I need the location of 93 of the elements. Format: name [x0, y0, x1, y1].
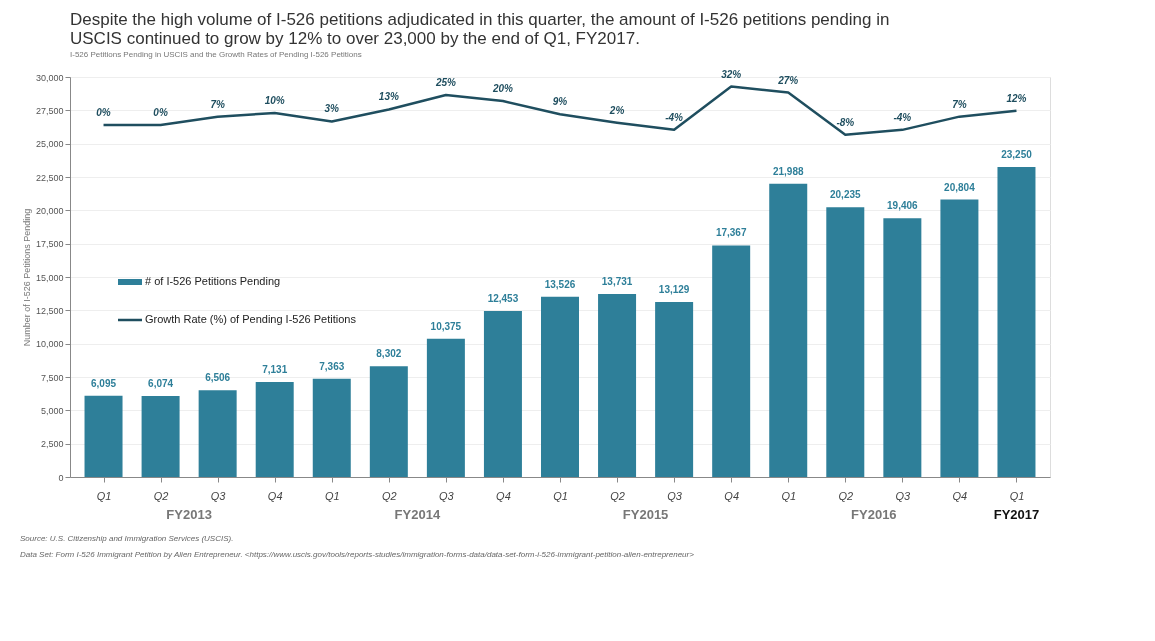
bar — [940, 199, 979, 477]
data-label: 32% — [721, 68, 742, 80]
bar — [426, 338, 465, 477]
data-label: 13,129 — [658, 283, 690, 295]
bar — [712, 245, 751, 477]
data-label: 10% — [264, 95, 285, 107]
data-label: 6,095 — [91, 377, 117, 389]
y-tick-label: 27,500 — [35, 105, 64, 116]
legend-label: Growth Rate (%) of Pending I-526 Petitions — [145, 313, 357, 325]
data-label: 13% — [378, 91, 399, 103]
x-tick-label: Q2 — [381, 489, 397, 502]
text: Data Set: Form I-526 Immigrant Petition by Alien Entrepreneur. <https://www.uscis.gov/tools/reports-studies/immigration-forms-data/data-set-form-i-526-immigrant-petition-alien-entrepreneur> — [20, 550, 695, 559]
x-tick-label: Q3 — [439, 489, 455, 502]
data-label: 0% — [96, 107, 111, 119]
bar — [541, 296, 579, 477]
x-tick-label: Q4 — [267, 489, 283, 502]
data-label: 7,363 — [319, 360, 345, 372]
y-tick-label: 30,000 — [35, 72, 64, 83]
data-label: 20,804 — [944, 181, 976, 193]
data-label: 8,302 — [376, 348, 402, 360]
bar — [369, 366, 408, 477]
bar — [883, 218, 922, 477]
data-label: -8% — [836, 116, 855, 128]
y-tick-label: 12,500 — [35, 305, 64, 316]
x-tick-label: Q1 — [781, 489, 797, 502]
y-tick-label: 2,500 — [40, 439, 64, 450]
text: FY2015 — [622, 507, 669, 522]
data-label: -4% — [665, 111, 684, 123]
x-tick-label: Q3 — [895, 489, 912, 502]
y-axis-title: Number of I-526 Petitions Pending — [21, 208, 32, 347]
bar — [997, 167, 1036, 477]
x-tick-label: Q1 — [1009, 489, 1025, 502]
bar — [655, 301, 694, 477]
data-label: 19,406 — [887, 200, 919, 212]
data-label: 21,988 — [772, 165, 804, 177]
y-tick-label: 0 — [58, 472, 64, 483]
data-label: 17,367 — [715, 227, 747, 239]
chart-subtitle: I-526 Petitions Pending in USCIS and the Growth Rates of Pending I-526 Petitions — [70, 49, 362, 59]
legend-label: # of I-526 Petitions Pending — [145, 275, 281, 287]
x-tick-label: Q1 — [324, 489, 340, 502]
bar — [84, 395, 123, 477]
data-label: 13,526 — [544, 278, 576, 290]
data-label: 2% — [608, 104, 625, 116]
chart-title: Despite the high volume of I-526 petitions adjudicated in this quarter, the amount of I-526 petitions pending in USCIS continued to grow by 12% to over 23,000 by the end of Q1, FY2017. — [70, 9, 890, 48]
data-label: 7,131 — [262, 363, 288, 375]
x-tick-label: Q4 — [724, 489, 740, 502]
data-label: -4% — [893, 111, 912, 123]
x-tick-label: Q2 — [153, 489, 169, 502]
data-label: 7% — [210, 98, 225, 110]
x-tick-label: Q2 — [838, 489, 854, 502]
data-label: 13,731 — [601, 275, 633, 287]
x-tick-label: Q3 — [210, 489, 227, 502]
data-label: 20,235 — [830, 189, 862, 201]
data-label: 10,375 — [430, 320, 462, 332]
bar — [826, 207, 865, 477]
text: FY2013 — [166, 507, 212, 522]
y-tick-label: 20,000 — [35, 205, 64, 216]
x-tick-label: Q3 — [667, 489, 683, 502]
bar — [198, 390, 237, 477]
bar — [255, 381, 294, 477]
y-tick-label: 15,000 — [35, 272, 64, 283]
bar — [769, 183, 808, 477]
y-tick-label: 5,000 — [40, 405, 64, 416]
text: FY2017 — [993, 507, 1040, 522]
data-label: 23,250 — [1001, 149, 1033, 160]
bar — [141, 396, 180, 477]
y-tick-label: 17,500 — [35, 239, 64, 250]
data-label: 6,074 — [148, 378, 174, 390]
data-label: 27% — [777, 74, 799, 86]
text: FY2016 — [851, 507, 897, 522]
data-label: 0% — [153, 107, 168, 119]
data-label: 3% — [324, 103, 340, 115]
data-label: 20% — [491, 83, 514, 95]
source-note: Source: U.S. Citizenship and Immigration Services (USCIS). — [20, 534, 234, 543]
data-label: 7% — [952, 98, 967, 110]
data-label: 12,453 — [487, 292, 519, 304]
data-label: 9% — [552, 96, 568, 108]
y-tick-label: 7,500 — [40, 372, 64, 383]
x-tick-label: Q4 — [952, 489, 968, 502]
x-tick-label: Q4 — [496, 489, 511, 502]
data-label: 12% — [1006, 92, 1027, 104]
y-tick-label: 22,500 — [35, 172, 64, 183]
data-label: 6,506 — [205, 372, 231, 384]
text: FY2014 — [394, 507, 441, 522]
y-tick-label: 25,000 — [35, 139, 64, 150]
data-label: 25% — [434, 77, 456, 89]
x-tick-label: Q1 — [553, 489, 568, 502]
bar — [312, 378, 351, 477]
x-tick-label: Q2 — [610, 489, 625, 502]
bar — [483, 310, 522, 477]
x-tick-label: Q1 — [96, 489, 112, 502]
bar — [598, 293, 637, 477]
y-tick-label: 10,000 — [35, 339, 64, 350]
